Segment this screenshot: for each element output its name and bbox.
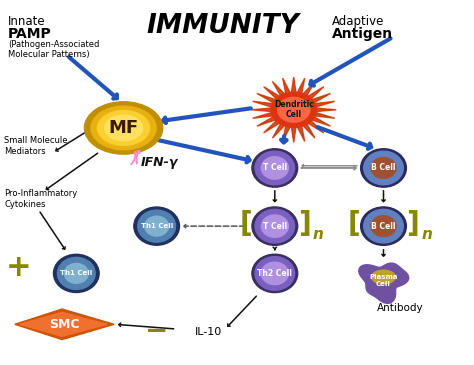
Ellipse shape: [145, 216, 169, 236]
Ellipse shape: [361, 149, 406, 187]
Ellipse shape: [252, 254, 298, 293]
Text: B Cell: B Cell: [371, 222, 396, 231]
Ellipse shape: [57, 257, 95, 289]
Text: n: n: [421, 227, 432, 242]
Ellipse shape: [113, 103, 122, 111]
Ellipse shape: [371, 216, 396, 237]
Ellipse shape: [138, 210, 175, 242]
Text: Innate: Innate: [8, 15, 46, 28]
Ellipse shape: [255, 210, 294, 243]
Ellipse shape: [105, 115, 143, 141]
Circle shape: [271, 92, 317, 127]
Ellipse shape: [64, 264, 88, 283]
Ellipse shape: [126, 145, 134, 153]
Ellipse shape: [261, 157, 288, 179]
Text: MF: MF: [109, 119, 138, 137]
Ellipse shape: [93, 112, 103, 119]
Ellipse shape: [136, 106, 145, 114]
Ellipse shape: [54, 254, 99, 292]
Ellipse shape: [98, 111, 150, 145]
Ellipse shape: [261, 262, 288, 285]
Text: Small Molecule
Mediators: Small Molecule Mediators: [4, 137, 68, 156]
Text: Antibody: Antibody: [377, 303, 423, 313]
Ellipse shape: [252, 207, 298, 245]
Text: Plasma
Cell: Plasma Cell: [369, 274, 398, 287]
Text: Th1 Cell: Th1 Cell: [140, 223, 173, 229]
Text: IFN-γ: IFN-γ: [140, 156, 178, 169]
Text: T Cell: T Cell: [263, 222, 287, 231]
Ellipse shape: [91, 106, 156, 150]
Ellipse shape: [371, 158, 396, 178]
Text: −: −: [145, 317, 168, 345]
Ellipse shape: [361, 207, 406, 245]
Text: (Pathogen-Associated
Molecular Patterns): (Pathogen-Associated Molecular Patterns): [8, 39, 99, 59]
Text: [: [: [348, 210, 361, 238]
Text: Th2 Cell: Th2 Cell: [257, 269, 292, 278]
Ellipse shape: [148, 120, 159, 127]
Text: B Cell: B Cell: [371, 164, 396, 172]
Text: ]: ]: [298, 210, 310, 238]
Text: Antigen: Antigen: [331, 27, 392, 41]
Text: SMC: SMC: [49, 318, 80, 331]
Text: T Cell: T Cell: [263, 164, 287, 172]
Text: ]: ]: [406, 210, 419, 238]
Ellipse shape: [255, 257, 294, 290]
Text: [: [: [239, 210, 252, 238]
Text: Adaptive: Adaptive: [331, 15, 384, 28]
Polygon shape: [19, 312, 107, 336]
Ellipse shape: [252, 149, 298, 187]
Ellipse shape: [372, 270, 395, 284]
Text: Th1 Cell: Th1 Cell: [60, 270, 92, 276]
Ellipse shape: [134, 207, 180, 245]
Polygon shape: [251, 77, 336, 142]
Polygon shape: [15, 309, 114, 339]
Ellipse shape: [144, 137, 154, 143]
Text: IL-10: IL-10: [195, 327, 222, 337]
Ellipse shape: [364, 210, 403, 243]
Ellipse shape: [88, 129, 99, 135]
Text: Pro-Inflammatory
Cytokines: Pro-Inflammatory Cytokines: [4, 189, 78, 208]
Ellipse shape: [261, 215, 288, 237]
Text: IMMUNITY: IMMUNITY: [146, 14, 299, 39]
Circle shape: [278, 97, 310, 122]
Text: +: +: [6, 253, 31, 283]
Text: n: n: [313, 227, 324, 242]
Text: Dendritic
Cell: Dendritic Cell: [274, 100, 314, 119]
Ellipse shape: [102, 142, 111, 150]
Ellipse shape: [364, 151, 403, 185]
Text: PAMP: PAMP: [8, 27, 52, 41]
Ellipse shape: [84, 102, 163, 154]
Ellipse shape: [255, 151, 294, 185]
Polygon shape: [359, 263, 409, 303]
